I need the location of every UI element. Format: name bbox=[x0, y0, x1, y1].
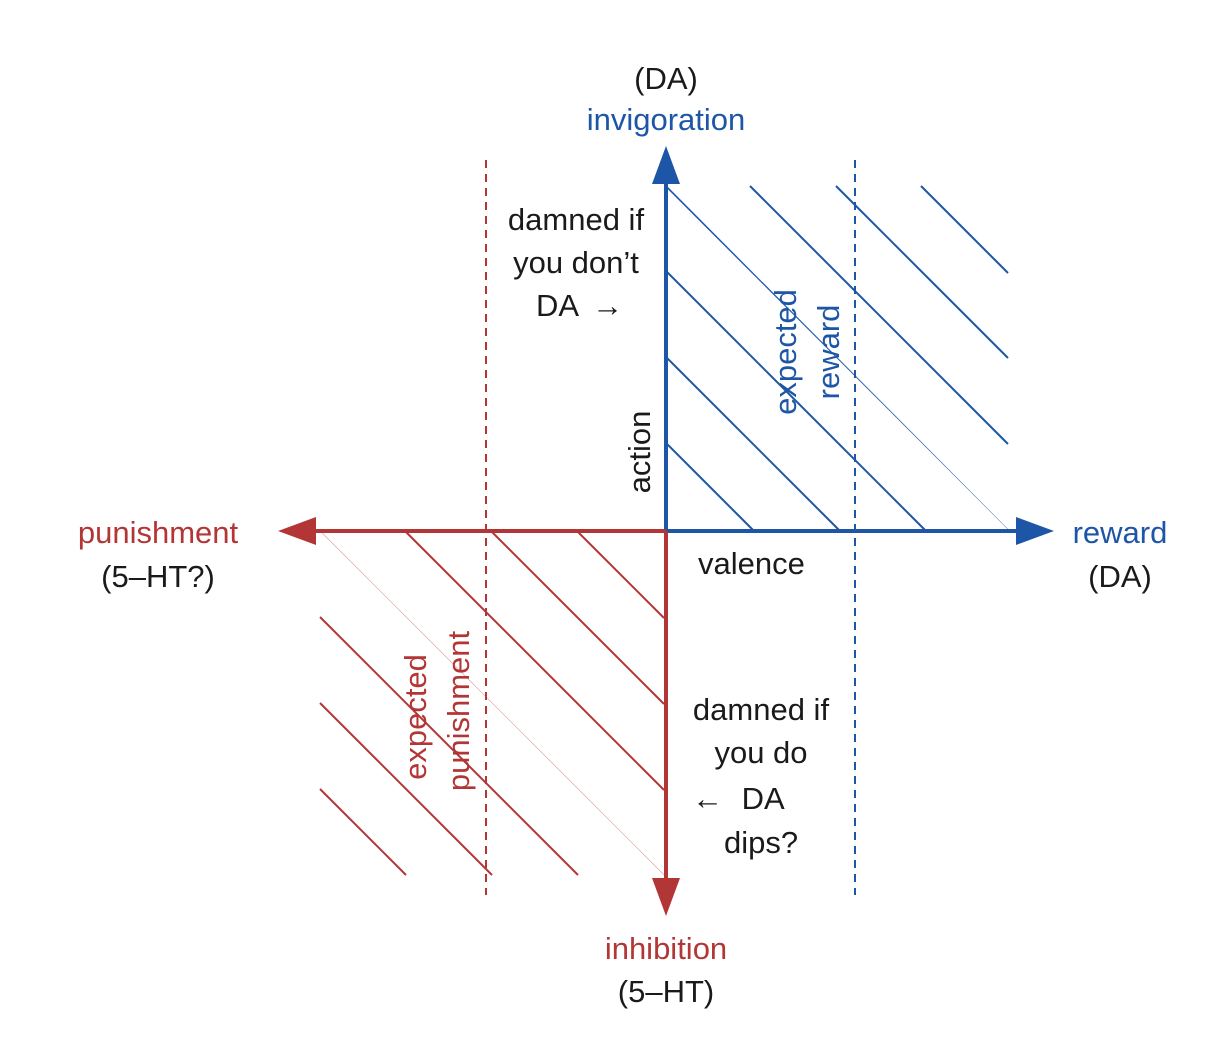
punishment-label: punishment bbox=[77, 515, 239, 550]
damned-dont-line1: damned if bbox=[507, 202, 645, 237]
expected-reward-line1: expected bbox=[768, 289, 803, 415]
reward-arrowhead bbox=[1016, 517, 1054, 545]
inhibition-label: inhibition bbox=[604, 931, 728, 966]
action-label: action bbox=[622, 411, 657, 494]
inhibition-arrowhead bbox=[652, 878, 680, 916]
damned-dont-line2: you don’t bbox=[513, 245, 639, 280]
damned-do-line2: you do bbox=[714, 735, 808, 770]
bottom-paren-label: (5–HT) bbox=[617, 974, 715, 1009]
damned-if-you-do-text: damned if you do bbox=[672, 688, 850, 774]
expected-punishment-hatch-outer bbox=[319, 616, 579, 876]
expected-punishment-hatch bbox=[320, 531, 665, 877]
arrow-left-icon: ← bbox=[692, 781, 723, 816]
punishment-arrowhead bbox=[278, 517, 316, 545]
valence-label: valence bbox=[698, 546, 805, 581]
damned-do-dips: dips? bbox=[724, 825, 799, 860]
reward-label: reward bbox=[1072, 515, 1168, 550]
punishment-paren-label: (5–HT?) bbox=[101, 559, 215, 594]
expected-punishment-line1: expected bbox=[398, 654, 433, 780]
expected-reward-hatch bbox=[666, 185, 1010, 531]
damned-do-da: DA bbox=[741, 781, 785, 816]
arrow-right-icon: → bbox=[591, 288, 623, 323]
damned-dont-da-row: DA → bbox=[536, 284, 623, 327]
invigoration-arrowhead bbox=[652, 146, 680, 184]
invigoration-label: invigoration bbox=[586, 102, 746, 137]
damned-dont-da: DA bbox=[536, 288, 578, 323]
expected-reward-line2: reward bbox=[811, 305, 846, 400]
expected-punishment-line2: punishment bbox=[441, 630, 476, 791]
reward-paren-label: (DA) bbox=[1088, 559, 1152, 594]
damned-if-you-dont-text: damned if you don’t bbox=[486, 198, 666, 284]
top-paren-label: (DA) bbox=[634, 61, 698, 96]
expected-reward-hatch-outer bbox=[749, 185, 1009, 445]
damned-do-da-row: ← DA bbox=[692, 777, 785, 820]
damned-do-line1: damned if bbox=[692, 692, 830, 727]
